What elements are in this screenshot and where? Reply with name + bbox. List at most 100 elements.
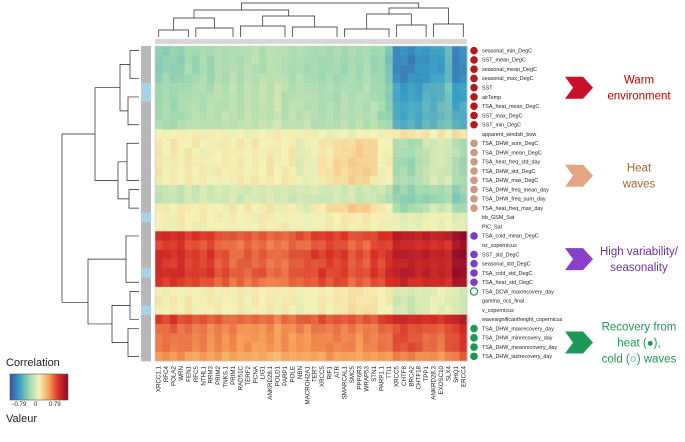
heatmap-cell <box>192 64 200 75</box>
heatmap-cell <box>444 342 453 353</box>
heatmap-cell <box>229 342 238 353</box>
heatmap-cell <box>221 314 230 325</box>
heatmap-cell <box>340 231 349 241</box>
heatmap-cell <box>281 92 290 102</box>
heatmap-cell <box>281 83 290 93</box>
heatmap-cell <box>288 212 297 223</box>
row-annotation-cell <box>141 184 151 195</box>
heatmap-cell <box>162 110 171 121</box>
heatmap-cell <box>303 194 312 204</box>
heatmap-cell <box>415 203 423 214</box>
heatmap-cell <box>311 351 319 362</box>
heatmap-cell <box>400 64 408 75</box>
heatmap-cell <box>422 277 431 288</box>
heatmap-cell <box>444 166 453 177</box>
heatmap-cell <box>207 268 215 279</box>
row-annotation-cell <box>141 240 151 251</box>
heatmap-cell <box>266 55 275 65</box>
row-annotation-cell <box>141 203 151 214</box>
heatmap-cell <box>251 259 260 269</box>
heatmap-cell <box>155 268 163 279</box>
heatmap-cell <box>348 268 356 279</box>
heatmap-cell <box>377 138 386 149</box>
heatmap-cell <box>169 259 178 269</box>
heatmap-cell <box>273 138 282 149</box>
heatmap-cell <box>318 194 327 204</box>
heatmap-cell <box>288 184 297 195</box>
heatmap-cell <box>444 212 453 223</box>
heatmap-cell <box>296 129 304 140</box>
heatmap-cell <box>169 342 178 353</box>
heatmap-cell <box>244 129 252 140</box>
column-label: PPP6R3 <box>356 365 363 389</box>
heatmap-cell <box>459 147 468 158</box>
heatmap-cell <box>318 342 327 353</box>
row-dendrogram-link <box>87 258 126 325</box>
heatmap-cell <box>422 296 431 306</box>
group-label: Recovery from <box>602 322 677 334</box>
heatmap-cell <box>452 296 460 306</box>
heatmap-cell <box>459 231 468 241</box>
heatmap-cell <box>377 46 386 56</box>
heatmap-cell <box>429 175 438 186</box>
heatmap-cell <box>207 231 215 241</box>
heatmap-cell <box>311 157 319 167</box>
heatmap-cell <box>281 138 290 149</box>
heatmap-cell <box>162 92 171 102</box>
heatmap-cell <box>229 333 238 343</box>
heatmap-cell <box>236 203 245 214</box>
heatmap-cell <box>259 92 267 102</box>
heatmap-cell <box>296 175 304 186</box>
row-label: TSA_DHW_minrecovery_day <box>482 336 553 342</box>
heatmap-cell <box>288 157 297 167</box>
heatmap-cell <box>244 342 252 353</box>
heatmap-cell <box>444 138 453 149</box>
heatmap-cell <box>392 92 401 102</box>
heatmap-cell <box>348 286 356 297</box>
heatmap-cell <box>236 175 245 186</box>
heatmap-cell <box>407 147 416 158</box>
heatmap-cell <box>266 323 275 334</box>
heatmap-cell <box>355 203 364 214</box>
heatmap-cell <box>333 184 342 195</box>
heatmap-cell <box>273 55 282 65</box>
heatmap-cell <box>325 147 334 158</box>
heatmap-cell <box>355 296 364 306</box>
heatmap-cell <box>281 73 290 84</box>
heatmap-cell <box>184 157 193 167</box>
row-labels: seasonal_min_DegCSST_mean_DegCseasonal_m… <box>469 46 563 361</box>
heatmap-cell <box>281 55 290 65</box>
heatmap-cell <box>221 231 230 241</box>
heatmap-cell <box>221 259 230 269</box>
row-annotation-cell <box>141 259 151 269</box>
heatmap-cell <box>392 222 401 232</box>
heatmap-cell <box>199 351 208 362</box>
heatmap-cell <box>422 129 431 140</box>
heatmap-cell <box>214 157 223 167</box>
heatmap-cell <box>325 157 334 167</box>
heatmap-cell <box>192 286 200 297</box>
heatmap-cell <box>214 101 223 112</box>
heatmap-cell <box>251 351 260 362</box>
heatmap-cell <box>459 268 468 279</box>
heatmap-cell <box>422 342 431 353</box>
heatmap-cell <box>162 101 171 112</box>
heatmap-cell <box>199 249 208 260</box>
heatmap-cell <box>162 240 171 251</box>
heatmap-cell <box>363 240 371 251</box>
heatmap-cell <box>318 101 327 112</box>
heatmap-cell <box>229 101 238 112</box>
heatmap-cell <box>236 240 245 251</box>
heatmap-cell <box>355 277 364 288</box>
heatmap-cell <box>333 351 342 362</box>
heatmap-cell <box>244 351 252 362</box>
heatmap-cell <box>311 305 319 316</box>
heatmap-cell <box>407 268 416 279</box>
heatmap-cell <box>296 73 304 84</box>
heatmap-cell <box>296 222 304 232</box>
heatmap-cell <box>363 138 371 149</box>
column-label: STN1 <box>371 365 378 381</box>
heatmap-cell <box>363 222 371 232</box>
heatmap-cell <box>162 194 171 204</box>
